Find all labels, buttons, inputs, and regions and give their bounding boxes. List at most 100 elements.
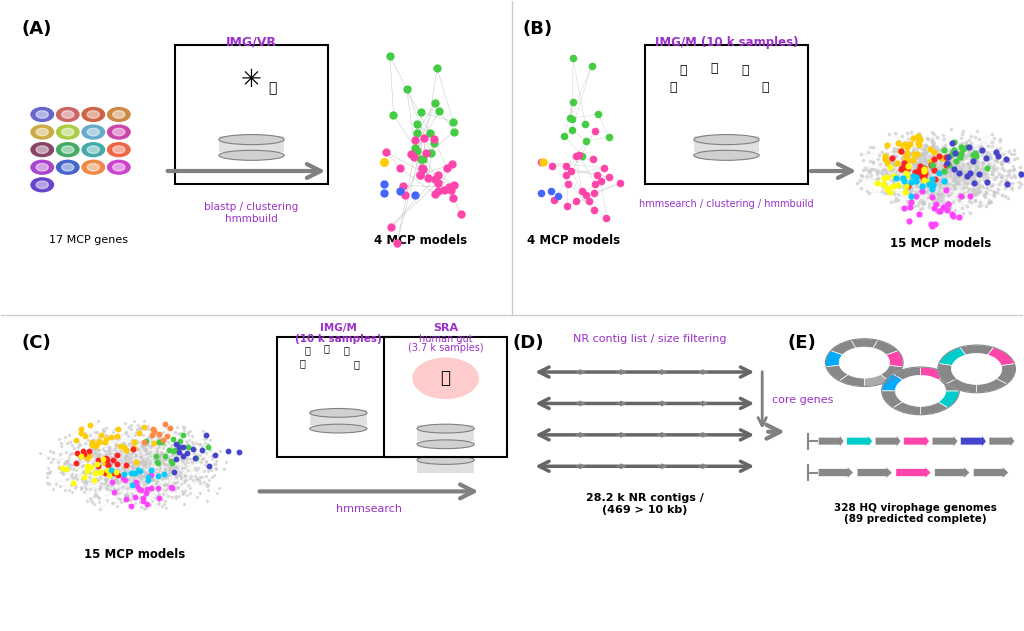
Point bbox=[861, 143, 878, 153]
Point bbox=[77, 428, 93, 438]
Text: 🌳: 🌳 bbox=[741, 64, 749, 76]
Point bbox=[62, 449, 79, 459]
Text: 4 MCP models: 4 MCP models bbox=[526, 233, 620, 247]
Point bbox=[951, 162, 968, 172]
Point bbox=[863, 170, 880, 180]
Point bbox=[984, 162, 1000, 172]
Point bbox=[81, 466, 97, 476]
Point bbox=[116, 464, 132, 475]
Point bbox=[913, 157, 930, 167]
Point bbox=[61, 485, 78, 495]
Point bbox=[108, 433, 124, 443]
Point bbox=[985, 133, 1001, 143]
Point bbox=[858, 171, 874, 181]
Point bbox=[945, 146, 962, 156]
Point bbox=[935, 168, 951, 178]
Point bbox=[907, 176, 924, 186]
Point bbox=[954, 192, 971, 202]
Point bbox=[971, 187, 987, 198]
Point bbox=[951, 139, 968, 149]
Point bbox=[88, 469, 104, 480]
Point bbox=[969, 186, 985, 196]
Point bbox=[196, 466, 212, 476]
Point bbox=[915, 198, 932, 208]
Point bbox=[958, 165, 975, 175]
Point bbox=[888, 180, 904, 190]
Point bbox=[900, 134, 916, 144]
Point bbox=[912, 194, 929, 204]
Point bbox=[913, 186, 930, 196]
Point bbox=[913, 176, 930, 186]
Point bbox=[99, 480, 116, 490]
Point bbox=[93, 478, 110, 488]
Point bbox=[79, 461, 95, 471]
Point bbox=[968, 160, 984, 170]
Point bbox=[938, 158, 954, 168]
Point bbox=[90, 475, 106, 485]
Point bbox=[922, 173, 938, 183]
Point bbox=[942, 202, 958, 212]
Point bbox=[160, 490, 176, 500]
Point bbox=[988, 163, 1005, 173]
Point bbox=[100, 459, 117, 469]
Point bbox=[179, 448, 196, 458]
Point bbox=[967, 166, 983, 176]
Point bbox=[915, 180, 932, 191]
Point bbox=[946, 169, 963, 179]
Point bbox=[898, 196, 914, 206]
Point bbox=[945, 164, 962, 174]
Point bbox=[97, 430, 114, 440]
Point bbox=[966, 158, 982, 168]
Point bbox=[200, 485, 216, 495]
Point bbox=[81, 449, 97, 459]
Point bbox=[927, 155, 943, 165]
Point bbox=[90, 449, 106, 459]
Point bbox=[60, 452, 77, 463]
Point bbox=[956, 177, 973, 187]
Point bbox=[171, 492, 187, 502]
Point bbox=[968, 151, 984, 161]
Point bbox=[211, 483, 227, 493]
Point bbox=[929, 179, 945, 189]
Point bbox=[133, 473, 150, 483]
Point bbox=[888, 151, 904, 162]
Point bbox=[148, 491, 165, 501]
Point bbox=[42, 466, 58, 476]
Point bbox=[159, 453, 175, 463]
Point bbox=[937, 139, 953, 150]
Point bbox=[985, 160, 1001, 170]
Point bbox=[882, 187, 898, 197]
Point bbox=[135, 453, 152, 463]
Point bbox=[898, 127, 914, 138]
Point bbox=[945, 180, 962, 191]
Point bbox=[73, 424, 89, 434]
Point bbox=[894, 175, 910, 186]
Point bbox=[924, 150, 940, 160]
Point bbox=[198, 456, 214, 466]
Point bbox=[45, 484, 61, 494]
Point bbox=[429, 63, 445, 73]
Point bbox=[898, 164, 914, 174]
Point bbox=[885, 176, 901, 186]
Point bbox=[59, 456, 76, 466]
Point bbox=[957, 137, 974, 147]
Point bbox=[160, 480, 176, 490]
Point bbox=[99, 469, 116, 479]
Point bbox=[109, 485, 125, 495]
Point bbox=[110, 478, 126, 488]
Point bbox=[97, 446, 114, 456]
Point bbox=[132, 492, 148, 502]
Point bbox=[919, 155, 935, 165]
Point bbox=[97, 453, 114, 463]
FancyBboxPatch shape bbox=[310, 425, 367, 441]
Point bbox=[916, 144, 933, 154]
Point bbox=[965, 184, 981, 194]
Point bbox=[925, 180, 941, 190]
Point bbox=[166, 456, 182, 466]
Point bbox=[135, 430, 152, 440]
Point bbox=[900, 167, 916, 177]
Point bbox=[948, 177, 965, 187]
Point bbox=[76, 487, 92, 497]
Point bbox=[891, 136, 907, 146]
Point bbox=[171, 447, 187, 457]
